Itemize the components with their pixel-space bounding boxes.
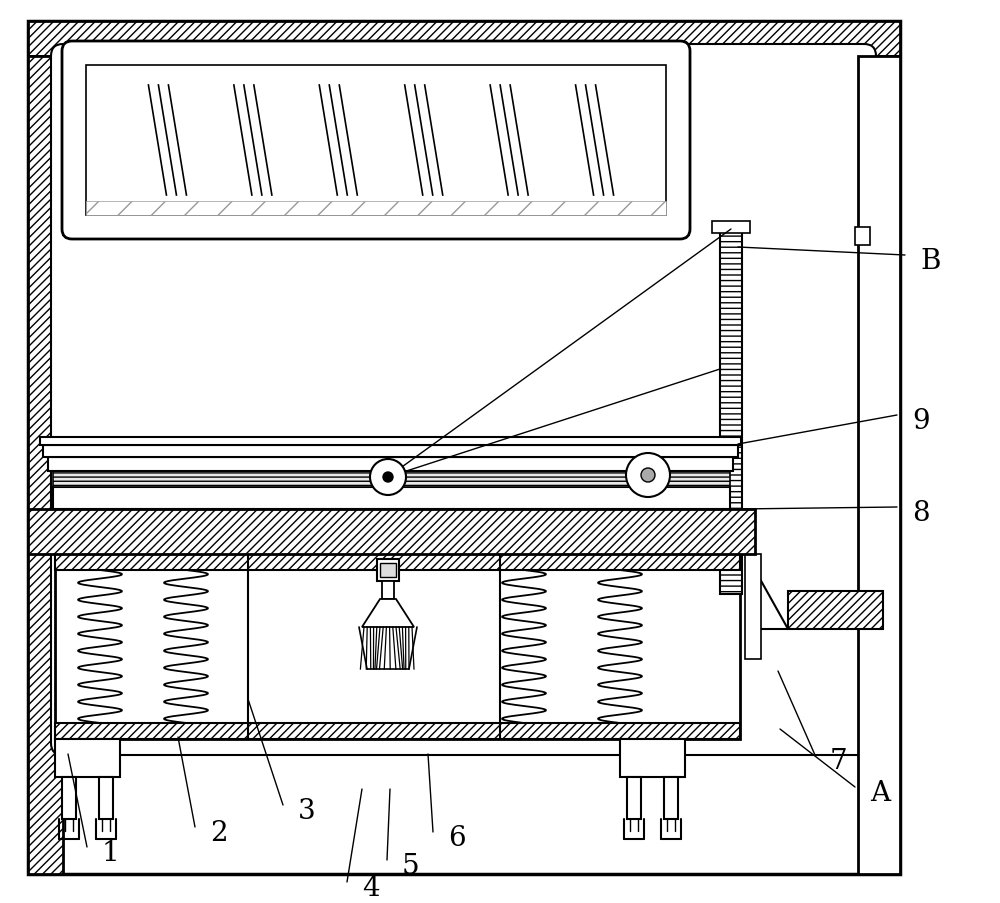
Text: 9: 9 [912,407,930,434]
Bar [382,582,394,600]
Bar [43,445,738,458]
Bar [627,777,641,819]
Bar [53,488,730,509]
Text: 7: 7 [830,747,848,774]
Text: 5: 5 [402,852,420,879]
Bar [99,777,113,819]
Text: A: A [870,779,890,806]
Bar [28,509,755,554]
Circle shape [383,472,393,482]
Text: 8: 8 [912,499,930,526]
Bar [788,591,883,629]
Bar [28,22,900,57]
Text: 2: 2 [210,819,228,846]
Bar [63,57,865,744]
Bar [28,57,63,874]
Bar [86,66,666,216]
Polygon shape [362,600,414,628]
Circle shape [370,460,406,496]
Bar [48,458,733,471]
Bar [62,777,76,819]
Text: 3: 3 [298,797,316,824]
Bar [745,554,761,659]
FancyBboxPatch shape [51,45,876,755]
Bar [620,740,685,777]
Text: B: B [920,247,940,275]
Bar [720,229,742,594]
Bar [380,563,396,577]
Bar [40,438,741,445]
Circle shape [641,469,655,482]
Bar [55,554,740,571]
Text: 1: 1 [102,839,120,866]
Text: 4: 4 [362,874,380,901]
Bar [86,201,666,216]
Bar [55,740,120,777]
Bar [377,559,399,582]
Bar [28,22,900,874]
Bar [53,471,730,488]
Text: 6: 6 [448,824,466,851]
Bar [858,57,900,874]
Bar [55,554,740,740]
Bar [55,723,740,740]
Bar [855,228,870,246]
FancyBboxPatch shape [62,42,690,239]
Bar [664,777,678,819]
Circle shape [626,453,670,498]
Bar [712,222,750,234]
